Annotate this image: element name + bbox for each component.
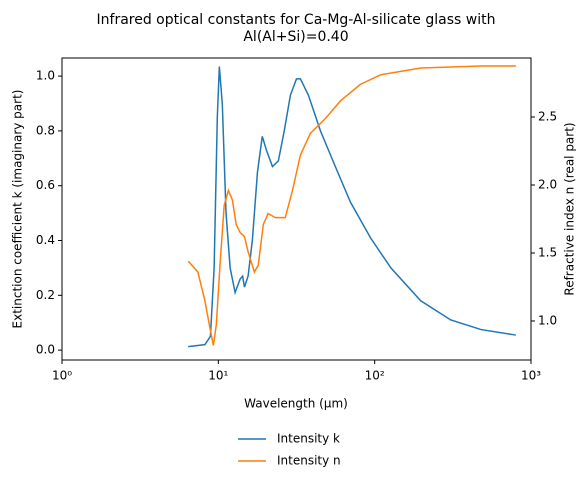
y-tick-label: 0.8 xyxy=(36,123,55,137)
y-tick-label: 1.0 xyxy=(36,69,55,83)
series-line xyxy=(187,65,516,346)
y2-axis-label: Refractive index n (real part) xyxy=(563,122,577,295)
legend-label: Intensity k xyxy=(277,432,340,446)
series-line xyxy=(188,66,516,348)
x-tick-label: 10² xyxy=(365,369,385,383)
y-axis-label: Extinction coefficient k (imaginary part… xyxy=(11,90,25,329)
x-tick-label: 10³ xyxy=(521,369,541,383)
x-axis-label: Wavelength (μm) xyxy=(244,397,348,411)
x-tick-label: 10¹ xyxy=(208,369,228,383)
y-tick-label: 0.0 xyxy=(36,343,55,357)
y-tick-label: 0.4 xyxy=(36,233,55,247)
y2-tick-label: 2.5 xyxy=(538,110,557,124)
plot-frame xyxy=(61,57,532,361)
x-tick-label: 10⁰ xyxy=(52,369,72,383)
legend-label: Intensity n xyxy=(277,454,341,468)
y2-tick-label: 1.5 xyxy=(538,245,557,259)
chart-title: Infrared optical constants for Ca-Mg-Al-… xyxy=(97,12,496,45)
y2-tick-label: 1.0 xyxy=(538,313,557,327)
y-tick-label: 0.6 xyxy=(36,178,55,192)
y2-tick-label: 2.0 xyxy=(538,178,557,192)
y-tick-label: 0.2 xyxy=(36,288,55,302)
